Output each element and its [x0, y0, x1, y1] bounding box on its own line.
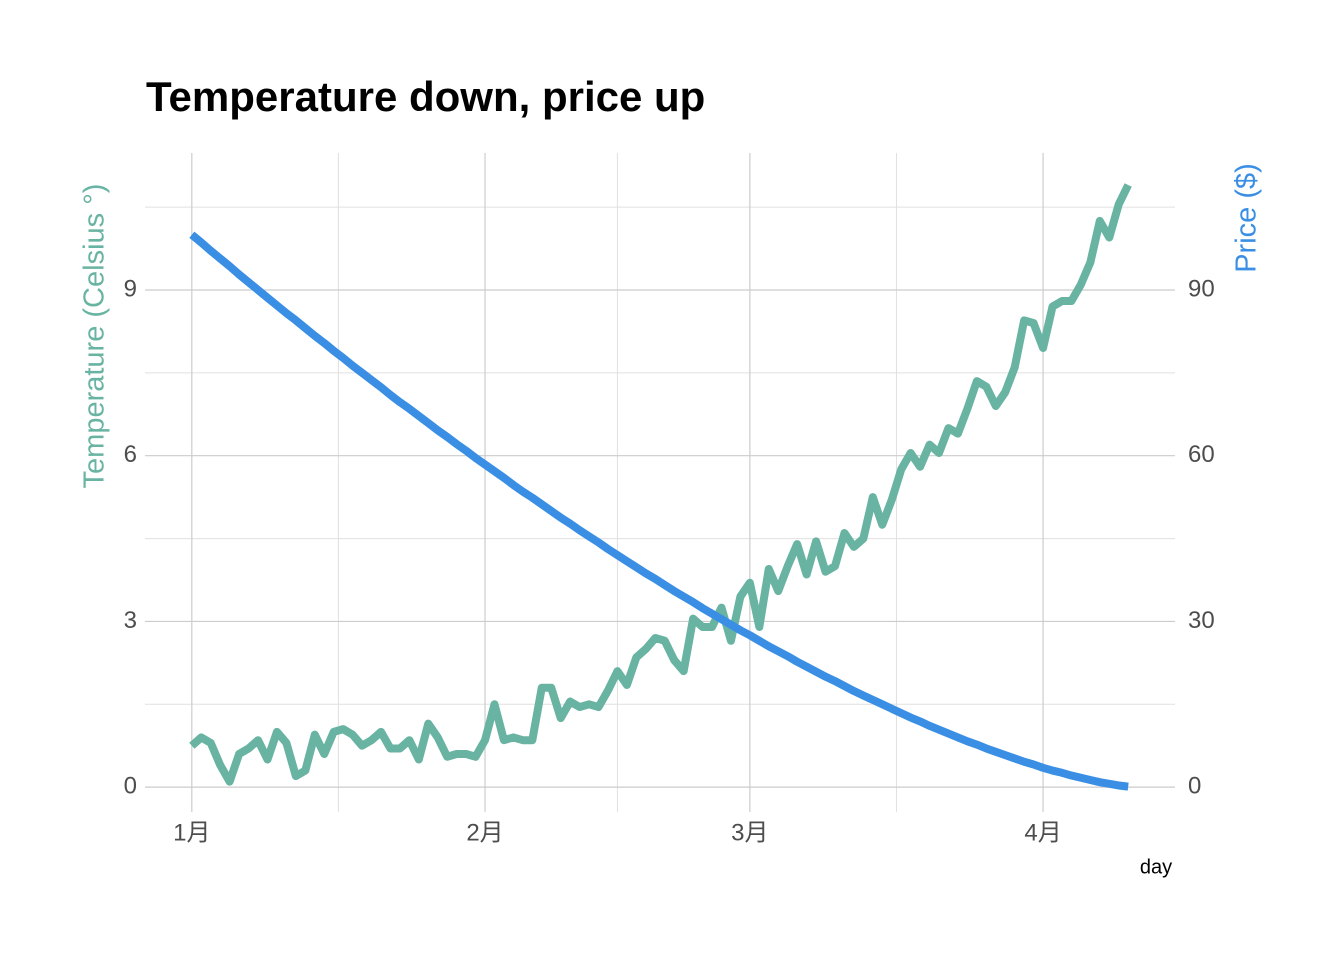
y-tick-label: 6: [124, 441, 137, 468]
x-tick-label: 1月: [173, 819, 210, 846]
line-series: [189, 183, 1132, 786]
y2-tick-label: 90: [1188, 275, 1215, 302]
chart-title: Temperature down, price up: [146, 73, 705, 120]
y2-tick-label: 30: [1188, 607, 1215, 634]
y2-tick-label: 0: [1188, 772, 1201, 799]
x-tick-label: 3月: [731, 819, 768, 846]
line-series: [189, 231, 1129, 791]
y-tick-label: 0: [124, 772, 137, 799]
y-tick-label: 9: [124, 275, 137, 302]
x-axis-title: day: [1140, 856, 1172, 878]
y-tick-label: 3: [124, 607, 137, 634]
y2-tick-label: 60: [1188, 441, 1215, 468]
y2-axis-title: Price ($): [1231, 163, 1263, 273]
x-tick-label: 2月: [466, 819, 503, 846]
x-tick-label: 4月: [1024, 819, 1061, 846]
y-axis-title: Temperature (Celsius °): [79, 184, 111, 489]
